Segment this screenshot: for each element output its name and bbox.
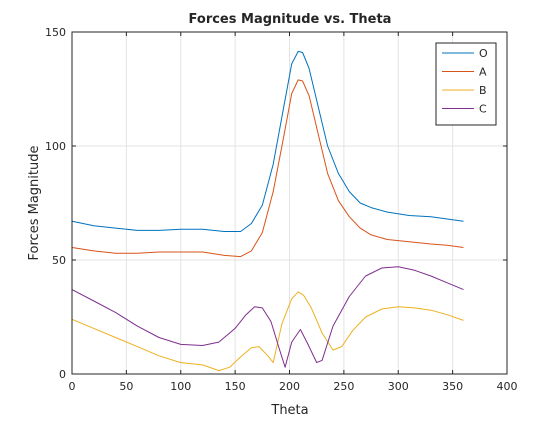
x-tick-label: 200	[279, 380, 300, 393]
x-tick-label: 50	[119, 380, 133, 393]
series-line-c	[71, 266, 464, 368]
series-line-a	[71, 79, 464, 258]
y-tick-label: 0	[59, 368, 66, 381]
series-line-b	[71, 291, 464, 372]
x-tick-label: 350	[442, 380, 463, 393]
legend-entry-o: O	[479, 47, 488, 60]
legend-entry-a: A	[479, 66, 487, 79]
series-line-o	[71, 50, 464, 232]
x-tick-label: 400	[497, 380, 518, 393]
legend-entry-b: B	[479, 84, 487, 97]
y-tick-label: 150	[45, 26, 66, 39]
x-tick-label: 300	[388, 380, 409, 393]
y-tick-label: 100	[45, 140, 66, 153]
x-tick-label: 0	[69, 380, 76, 393]
legend-entry-c: C	[479, 103, 487, 116]
y-tick-label: 50	[52, 254, 66, 267]
x-axis-label: Theta	[270, 403, 308, 418]
y-axis-label: Forces Magnitude	[27, 146, 42, 261]
chart-title: Forces Magnitude vs. Theta	[189, 12, 392, 27]
legend-box	[435, 42, 497, 126]
x-tick-label: 100	[170, 380, 191, 393]
x-tick-label: 150	[225, 380, 246, 393]
x-tick-label: 250	[333, 380, 354, 393]
